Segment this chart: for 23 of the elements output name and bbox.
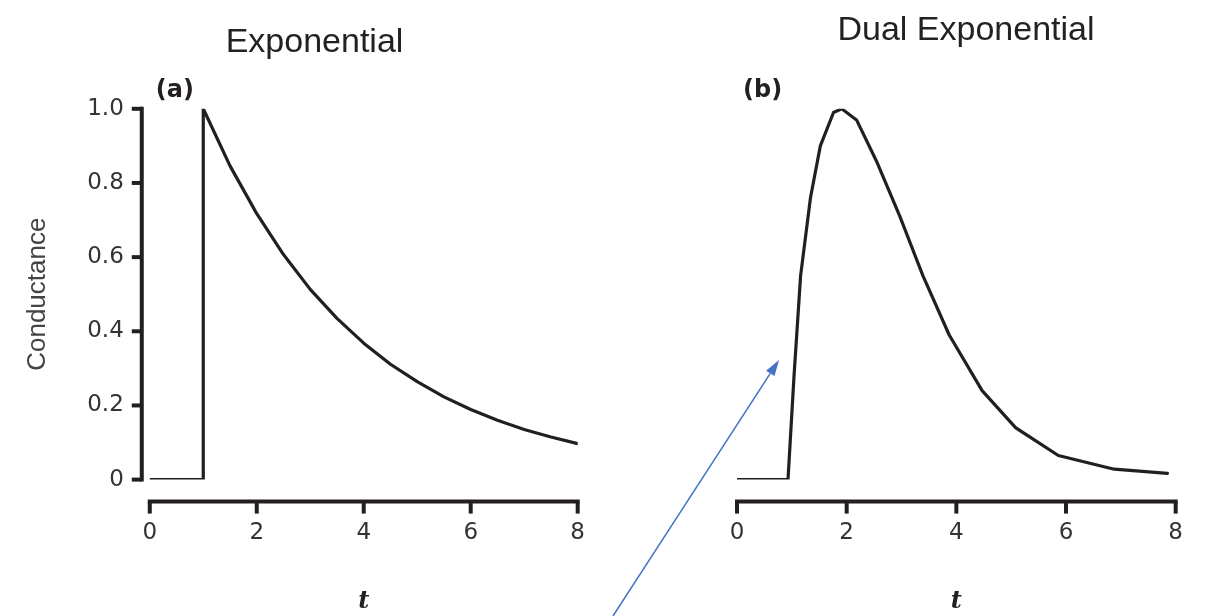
x-axis-title: t [950, 584, 962, 614]
y-tick-label: 0.8 [87, 167, 124, 194]
y-tick-label: 0 [109, 464, 124, 491]
x-tick-label: 8 [570, 518, 585, 545]
chart-title: Dual Exponential [837, 8, 1095, 47]
y-tick-label: 0.4 [87, 316, 124, 343]
y-tick-label: 1.0 [87, 93, 124, 120]
x-tick-label: 2 [249, 518, 265, 545]
x-tick-label: 8 [1168, 518, 1183, 545]
x-tick-label: 0 [142, 518, 158, 545]
text: (b) [743, 75, 783, 104]
x-tick-label: 4 [356, 518, 372, 545]
y-tick-label: 0.6 [87, 242, 124, 269]
x-axis-title: t [358, 584, 370, 614]
x-tick-label: 6 [1058, 518, 1074, 545]
chart-title: Exponential [225, 20, 404, 59]
text: (a) [155, 75, 194, 104]
x-tick-label: 0 [729, 518, 745, 545]
x-tick-label: 6 [463, 518, 479, 545]
y-tick-label: 0.2 [87, 390, 124, 417]
x-tick-label: 4 [949, 518, 964, 545]
x-tick-label: 2 [839, 518, 854, 545]
y-axis-title: Conductance [20, 217, 51, 371]
